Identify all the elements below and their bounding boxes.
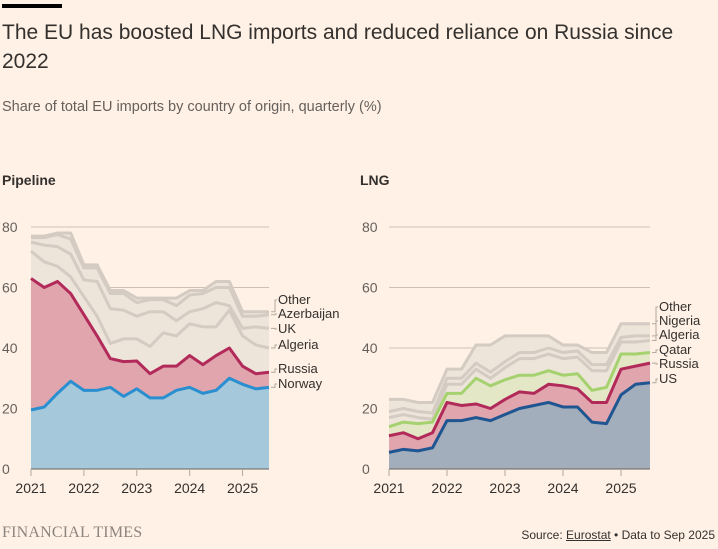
line-uk bbox=[30, 240, 270, 330]
y-tick-label: 80 bbox=[2, 219, 18, 235]
line-algeria bbox=[30, 250, 270, 350]
y-tick-label: 40 bbox=[2, 340, 18, 356]
source-prefix: Source: bbox=[521, 528, 567, 542]
leader-line bbox=[271, 299, 277, 313]
source-link[interactable]: Eurostat bbox=[566, 528, 611, 542]
chart-panel-lng: LNG 0 20 40 60 80 2021 2022 2023 2024 2025 USRussia… bbox=[360, 172, 701, 496]
x-tick-label: 2023 bbox=[121, 480, 152, 496]
series-label-nigeria: Nigeria bbox=[659, 313, 701, 328]
line-us bbox=[388, 381, 651, 454]
series-label-russia: Russia bbox=[278, 361, 319, 376]
series-label-us: US bbox=[659, 371, 677, 386]
x-tick-label: 2024 bbox=[547, 480, 578, 496]
series-label-algeria: Algeria bbox=[278, 337, 319, 352]
y-tick-label: 60 bbox=[362, 280, 378, 296]
line-russia bbox=[388, 361, 651, 441]
series-label-azerbaijan: Azerbaijan bbox=[278, 306, 339, 321]
series-label-uk: UK bbox=[278, 321, 296, 336]
panel-title: Pipeline bbox=[2, 172, 56, 188]
x-tick-label: 2021 bbox=[15, 480, 46, 496]
x-tick-label: 2023 bbox=[489, 480, 520, 496]
source-note: Source: Eurostat • Data to Sep 2025 bbox=[521, 528, 715, 542]
series-label-other: Other bbox=[659, 299, 692, 314]
leader-line bbox=[271, 368, 277, 373]
chart-title: The EU has boosted LNG imports and reduc… bbox=[2, 21, 674, 73]
line-nigeria bbox=[388, 334, 650, 415]
x-tick-label: 2021 bbox=[373, 480, 404, 496]
line-norway bbox=[30, 376, 270, 412]
series-label-norway: Norway bbox=[278, 376, 323, 391]
series-label-russia: Russia bbox=[659, 356, 700, 371]
y-tick-label: 80 bbox=[362, 219, 378, 235]
line-other bbox=[31, 231, 269, 314]
line-azerbaijan bbox=[31, 233, 270, 318]
area-norway bbox=[31, 378, 269, 469]
chart-panel-pipeline: Pipeline 0 20 40 60 80 2021 2022 2023 2024 2025 Nor… bbox=[2, 172, 339, 496]
area-us bbox=[389, 382, 650, 469]
line-qatar bbox=[388, 351, 651, 429]
series-label-qatar: Qatar bbox=[659, 342, 692, 357]
x-tick-label: 2024 bbox=[174, 480, 205, 496]
x-tick-label: 2022 bbox=[431, 480, 462, 496]
y-tick-label: 0 bbox=[362, 461, 370, 477]
x-tick-label: 2022 bbox=[68, 480, 99, 496]
ft-logo: FINANCIAL TIMES bbox=[2, 524, 143, 541]
leader-line bbox=[271, 313, 277, 316]
leader-line bbox=[652, 334, 658, 341]
leader-line bbox=[652, 349, 658, 354]
leader-line bbox=[652, 362, 658, 365]
x-tick-label: 2025 bbox=[605, 480, 636, 496]
line-russia bbox=[30, 277, 270, 376]
y-tick-label: 0 bbox=[2, 461, 10, 477]
source-suffix: • Data to Sep 2025 bbox=[610, 528, 715, 542]
y-tick-label: 20 bbox=[362, 401, 378, 417]
x-tick-label: 2025 bbox=[227, 480, 258, 496]
y-tick-label: 20 bbox=[2, 401, 18, 417]
y-tick-label: 40 bbox=[362, 340, 378, 356]
leader-line bbox=[271, 327, 277, 330]
chart-subtitle: Share of total EU imports by country of … bbox=[2, 99, 382, 115]
leader-line bbox=[271, 344, 277, 349]
leader-line bbox=[652, 378, 658, 384]
line-other bbox=[389, 322, 650, 404]
series-label-other: Other bbox=[278, 292, 311, 307]
ft-accent-bar bbox=[2, 4, 62, 8]
leader-line bbox=[652, 320, 658, 337]
leader-line bbox=[271, 383, 277, 388]
series-label-algeria: Algeria bbox=[659, 327, 700, 342]
y-tick-label: 60 bbox=[2, 280, 18, 296]
leader-line bbox=[652, 306, 658, 325]
panel-title: LNG bbox=[360, 172, 390, 188]
